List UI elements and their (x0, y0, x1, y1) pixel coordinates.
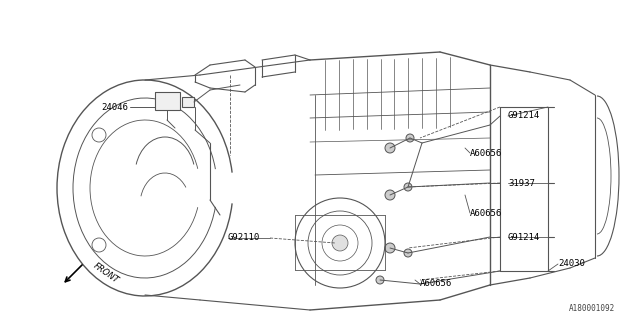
Ellipse shape (332, 235, 348, 251)
Ellipse shape (404, 249, 412, 257)
Ellipse shape (385, 243, 395, 253)
Text: G91214: G91214 (508, 233, 540, 242)
Text: A60656: A60656 (470, 209, 502, 218)
Text: 31937: 31937 (508, 179, 535, 188)
Text: A60656: A60656 (470, 148, 502, 157)
Ellipse shape (385, 143, 395, 153)
Text: A180001092: A180001092 (569, 304, 615, 313)
Text: 24046: 24046 (101, 102, 128, 111)
Ellipse shape (404, 183, 412, 191)
Ellipse shape (376, 276, 384, 284)
Ellipse shape (385, 190, 395, 200)
Text: FRONT: FRONT (92, 261, 121, 285)
Text: 24030: 24030 (558, 260, 585, 268)
Text: G92110: G92110 (228, 234, 260, 243)
Bar (182, 97, 194, 107)
Text: G91214: G91214 (508, 111, 540, 121)
Ellipse shape (406, 134, 414, 142)
Text: A60656: A60656 (420, 279, 452, 289)
Bar (155, 92, 180, 110)
